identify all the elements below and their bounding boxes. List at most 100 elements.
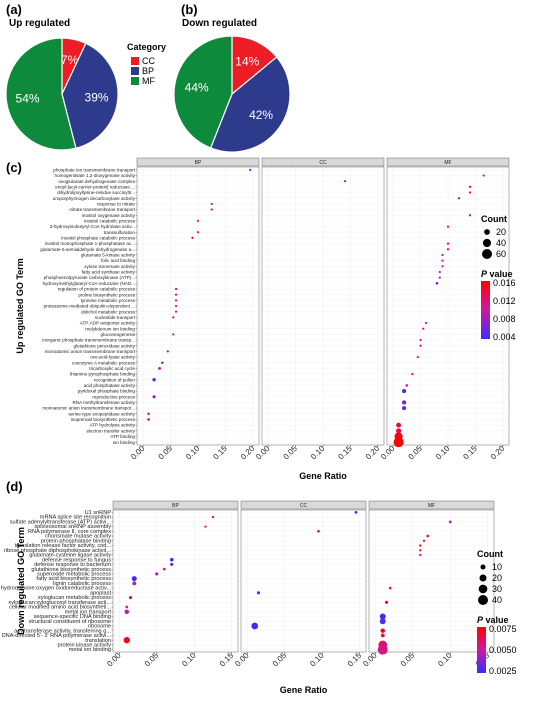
pie-down-slice-label-bp: 42% xyxy=(249,108,273,122)
dotplot-down-xtick-label: 0.10 xyxy=(180,651,198,669)
dotplot-up-term-label: coenzyme A metabolic process xyxy=(72,360,136,365)
dotplot-down-pvalue-legend-title: P value xyxy=(477,615,509,625)
dotplot-up-term-label: gluconeogenesis xyxy=(101,332,136,337)
dotplot-up-point xyxy=(457,197,461,200)
dotplot-up-term-label: hydroxymethylglutaryl-CoA reductase (NAD… xyxy=(43,281,135,286)
dotplot-up-point xyxy=(396,422,402,428)
dotplot-down-term-label: glutathione biosynthetic process xyxy=(31,567,111,573)
panel-a-label: (a) xyxy=(6,2,22,17)
dotplot-up-point xyxy=(196,231,200,234)
dotplot-up-term-label: xylose isomerase activity xyxy=(84,264,136,269)
dotplot-up-xtick-label: 0.00 xyxy=(379,444,397,462)
category-legend-title: Category xyxy=(127,42,166,52)
dotplot-down-count-legend-label: 40 xyxy=(492,595,502,605)
dotplot-up-term-label: monoatomic anion transmembrane transpor.… xyxy=(42,406,135,411)
dotplot-up-point xyxy=(441,259,444,262)
dotplot-down-term-label: acyltransferase activity, transferring g… xyxy=(14,628,111,634)
dotplot-down-point xyxy=(123,637,130,644)
dotplot-up-term-label: uroporphyrinogen decarboxylase activity xyxy=(53,196,136,201)
dotplot-down-xtick-label: 0.10 xyxy=(308,651,326,669)
dotplot-up-term-label: regulation of protein catabolic process xyxy=(58,287,136,292)
dotplot-up-xtick-label: 0.10 xyxy=(309,444,327,462)
dotplot-down-panel-mf xyxy=(368,509,495,653)
dotplot-up-term-label: 3-hydroxyisobutyryl-CoA hydrolase activ.… xyxy=(50,224,135,229)
dotplot-up-xtick-label: 0.20 xyxy=(364,444,382,462)
pie-chart-up: 7% 39% 54% xyxy=(5,37,119,151)
dotplot-down-point xyxy=(155,572,159,576)
dotplot-up-xtick-label: 0.15 xyxy=(211,444,229,462)
dotplot-up-point xyxy=(172,333,175,336)
dotplot-down-xtick-label: 0.05 xyxy=(399,651,417,669)
dotplot-up-xtick-label: 0.10 xyxy=(434,444,452,462)
dotplot-up-xtick-label: 0.20 xyxy=(489,444,507,462)
dotplot-down-point xyxy=(169,557,174,562)
dotplot-down-point xyxy=(170,562,174,567)
dotplot-up-pvalue-legend-label: 0.008 xyxy=(493,314,516,324)
dotplot-down-xtick-label: 0.15 xyxy=(218,651,236,669)
dotplot-up-count-legend-label: 60 xyxy=(496,249,506,259)
dotplot-down-term-label: defense response to fungus xyxy=(42,557,111,563)
dotplot-up-point xyxy=(152,395,156,399)
dotplot-down-count-legend-title: Count xyxy=(477,549,503,559)
dotplot-up-point xyxy=(416,355,419,359)
dotplot-up-point xyxy=(210,202,213,205)
panel-a-title: Up regulated xyxy=(9,18,70,29)
dotplot-up-term-label: reproductive process xyxy=(92,394,135,399)
dotplot-up-xtick-label: 0.05 xyxy=(407,444,425,462)
dotplot-down-term-label: fatty acid biosynthetic process xyxy=(36,576,111,582)
dotplot-down-xtick-label: 0.15 xyxy=(346,651,364,669)
dotplot-up-term-label: phosphoenolpyruvate carboxykinase (ATP).… xyxy=(44,275,135,280)
dotplot-down-count-legend-dot xyxy=(478,584,488,594)
dotplot-down-term-label: cellular modified amino acid biosyntheti… xyxy=(9,605,111,611)
dotplot-up-point xyxy=(441,265,444,268)
dotplot-down-point xyxy=(422,539,426,542)
dotplot-up-point xyxy=(393,437,404,448)
dotplot-up-term-label: glutathione peroxidase activity xyxy=(73,343,135,348)
dotplot-down-term-label: apoplast xyxy=(90,590,112,596)
panel-b-title: Down regulated xyxy=(182,18,257,29)
dotplot-down-point xyxy=(419,553,422,557)
dotplot-up-point xyxy=(147,412,150,416)
pie-up-slice-bp xyxy=(61,42,119,149)
dotplot-up-term-label: tricarboxylic acid cycle xyxy=(89,366,135,371)
dotplot-up-xtick-label: 0.00 xyxy=(254,444,272,462)
dotplot-down-point xyxy=(384,600,389,604)
dotplot-up-term-label: serine-type exopeptidase activity xyxy=(68,411,135,416)
dotplot-up-point xyxy=(482,174,485,177)
dotplot-down-term-label: superoxide metabolic process xyxy=(37,572,111,578)
legend-swatch-bp xyxy=(131,67,139,75)
dotplot-down-strip-label-cc: CC xyxy=(300,503,308,509)
dotplot-down-point xyxy=(125,605,129,609)
dotplot-up-point xyxy=(174,304,178,308)
legend-swatch-mf xyxy=(131,77,139,85)
dotplot-up-point xyxy=(438,276,441,279)
dotplot-up-point xyxy=(422,327,425,330)
dotplot-down-point xyxy=(426,534,430,538)
legend-label-bp: BP xyxy=(142,66,154,76)
dotplot-up-point xyxy=(446,225,450,228)
dotplot-up-point xyxy=(402,389,407,394)
dotplot-up-point xyxy=(152,378,156,382)
dotplot-down-xtick-label: 0.05 xyxy=(143,651,161,669)
dotplot-down-point xyxy=(128,595,133,600)
dotplot-down-term-label: DNA-directed 5'- 3' RNA polymerase activ… xyxy=(2,633,112,639)
dotplot-up-pvalue-legend-label: 0.016 xyxy=(493,278,516,288)
dotplot-down-term-label: hydroquinone:oxygen oxidoreductase activ… xyxy=(1,586,112,592)
dotplot-down-strip-label-bp: BP xyxy=(172,503,179,509)
dotplot-up-term-label: isoprenoid biosynthetic process xyxy=(71,417,136,422)
pie-chart-down: 14% 42% 44% xyxy=(173,35,291,153)
dotplot-down-term-label: lignin catabolic process xyxy=(53,581,111,587)
dotplot-up-term-label: recognition of pollen xyxy=(94,377,136,382)
dotplot-up-count-legend-label: 40 xyxy=(496,238,506,248)
pie-down-slice-label-mf: 44% xyxy=(185,80,209,94)
dotplot-up-term-label: monoatomic anion transmembrane transport xyxy=(45,349,136,354)
dotplot-up-count-legend-title: Count xyxy=(481,214,507,224)
dotplot-up-point xyxy=(468,214,472,217)
dotplot-up-term-label: inositol oxygenase activity xyxy=(82,213,136,218)
dotplot-up-pvalue-legend-label: 0.004 xyxy=(493,332,516,342)
dotplot-up-term-label: dihydrolipoyllysine-residue succinyltr..… xyxy=(57,190,135,195)
dotplot-up-point xyxy=(402,406,407,411)
dotplot-up-point xyxy=(210,208,213,211)
dotplot-up-term-label: tyrosine metabolic process xyxy=(81,298,136,303)
dotplot-up-xlabel: Gene Ratio xyxy=(299,471,347,481)
